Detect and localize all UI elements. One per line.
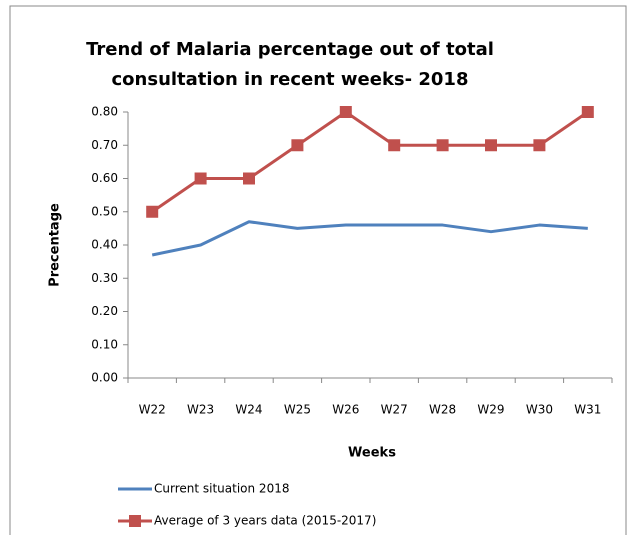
series-line	[151, 110, 589, 213]
data-point	[581, 106, 594, 118]
y-tick-label: 0.20	[91, 304, 118, 318]
data-point	[194, 172, 207, 185]
legend-marker	[129, 515, 141, 527]
data-point	[339, 106, 352, 118]
y-tick-label: 0.80	[91, 105, 118, 119]
data-point	[388, 139, 401, 152]
x-tick-label: W31	[574, 403, 601, 417]
data-point	[485, 139, 497, 152]
y-tick-label: 0.50	[91, 204, 118, 218]
data-point	[436, 139, 449, 152]
y-tick-label: 0.40	[91, 238, 118, 252]
x-tick-label: W26	[332, 403, 359, 417]
legend-label: Current situation 2018	[154, 482, 289, 496]
y-tick-label: 0.00	[91, 371, 118, 385]
y-tick-label: 0.60	[91, 171, 118, 185]
y-tick-label: 0.30	[91, 271, 118, 285]
data-point	[146, 205, 159, 218]
x-tick-label: W30	[526, 403, 553, 417]
x-tick-label: W23	[187, 403, 214, 417]
x-tick-label: W25	[284, 403, 311, 417]
x-tick-label: W22	[139, 403, 166, 417]
data-point	[243, 172, 255, 185]
series-line	[151, 220, 588, 257]
data-point	[533, 139, 546, 152]
chart-title: consultation in recent weeks- 2018	[112, 69, 469, 90]
data-point	[291, 139, 304, 152]
x-tick-label: W27	[381, 403, 408, 417]
legend-label: Average of 3 years data (2015-2017)	[154, 514, 376, 528]
y-tick-label: 0.70	[91, 138, 118, 152]
x-tick-label: W28	[429, 403, 456, 417]
x-tick-label: W29	[477, 403, 504, 417]
chart-frame	[9, 5, 627, 535]
x-axis-label: Weeks	[348, 446, 396, 461]
x-tick-label: W24	[235, 403, 262, 417]
chart-title: Trend of Malaria percentage out of total	[86, 39, 494, 60]
y-axis-label: Precentage	[48, 203, 63, 287]
y-tick-label: 0.10	[91, 337, 118, 351]
